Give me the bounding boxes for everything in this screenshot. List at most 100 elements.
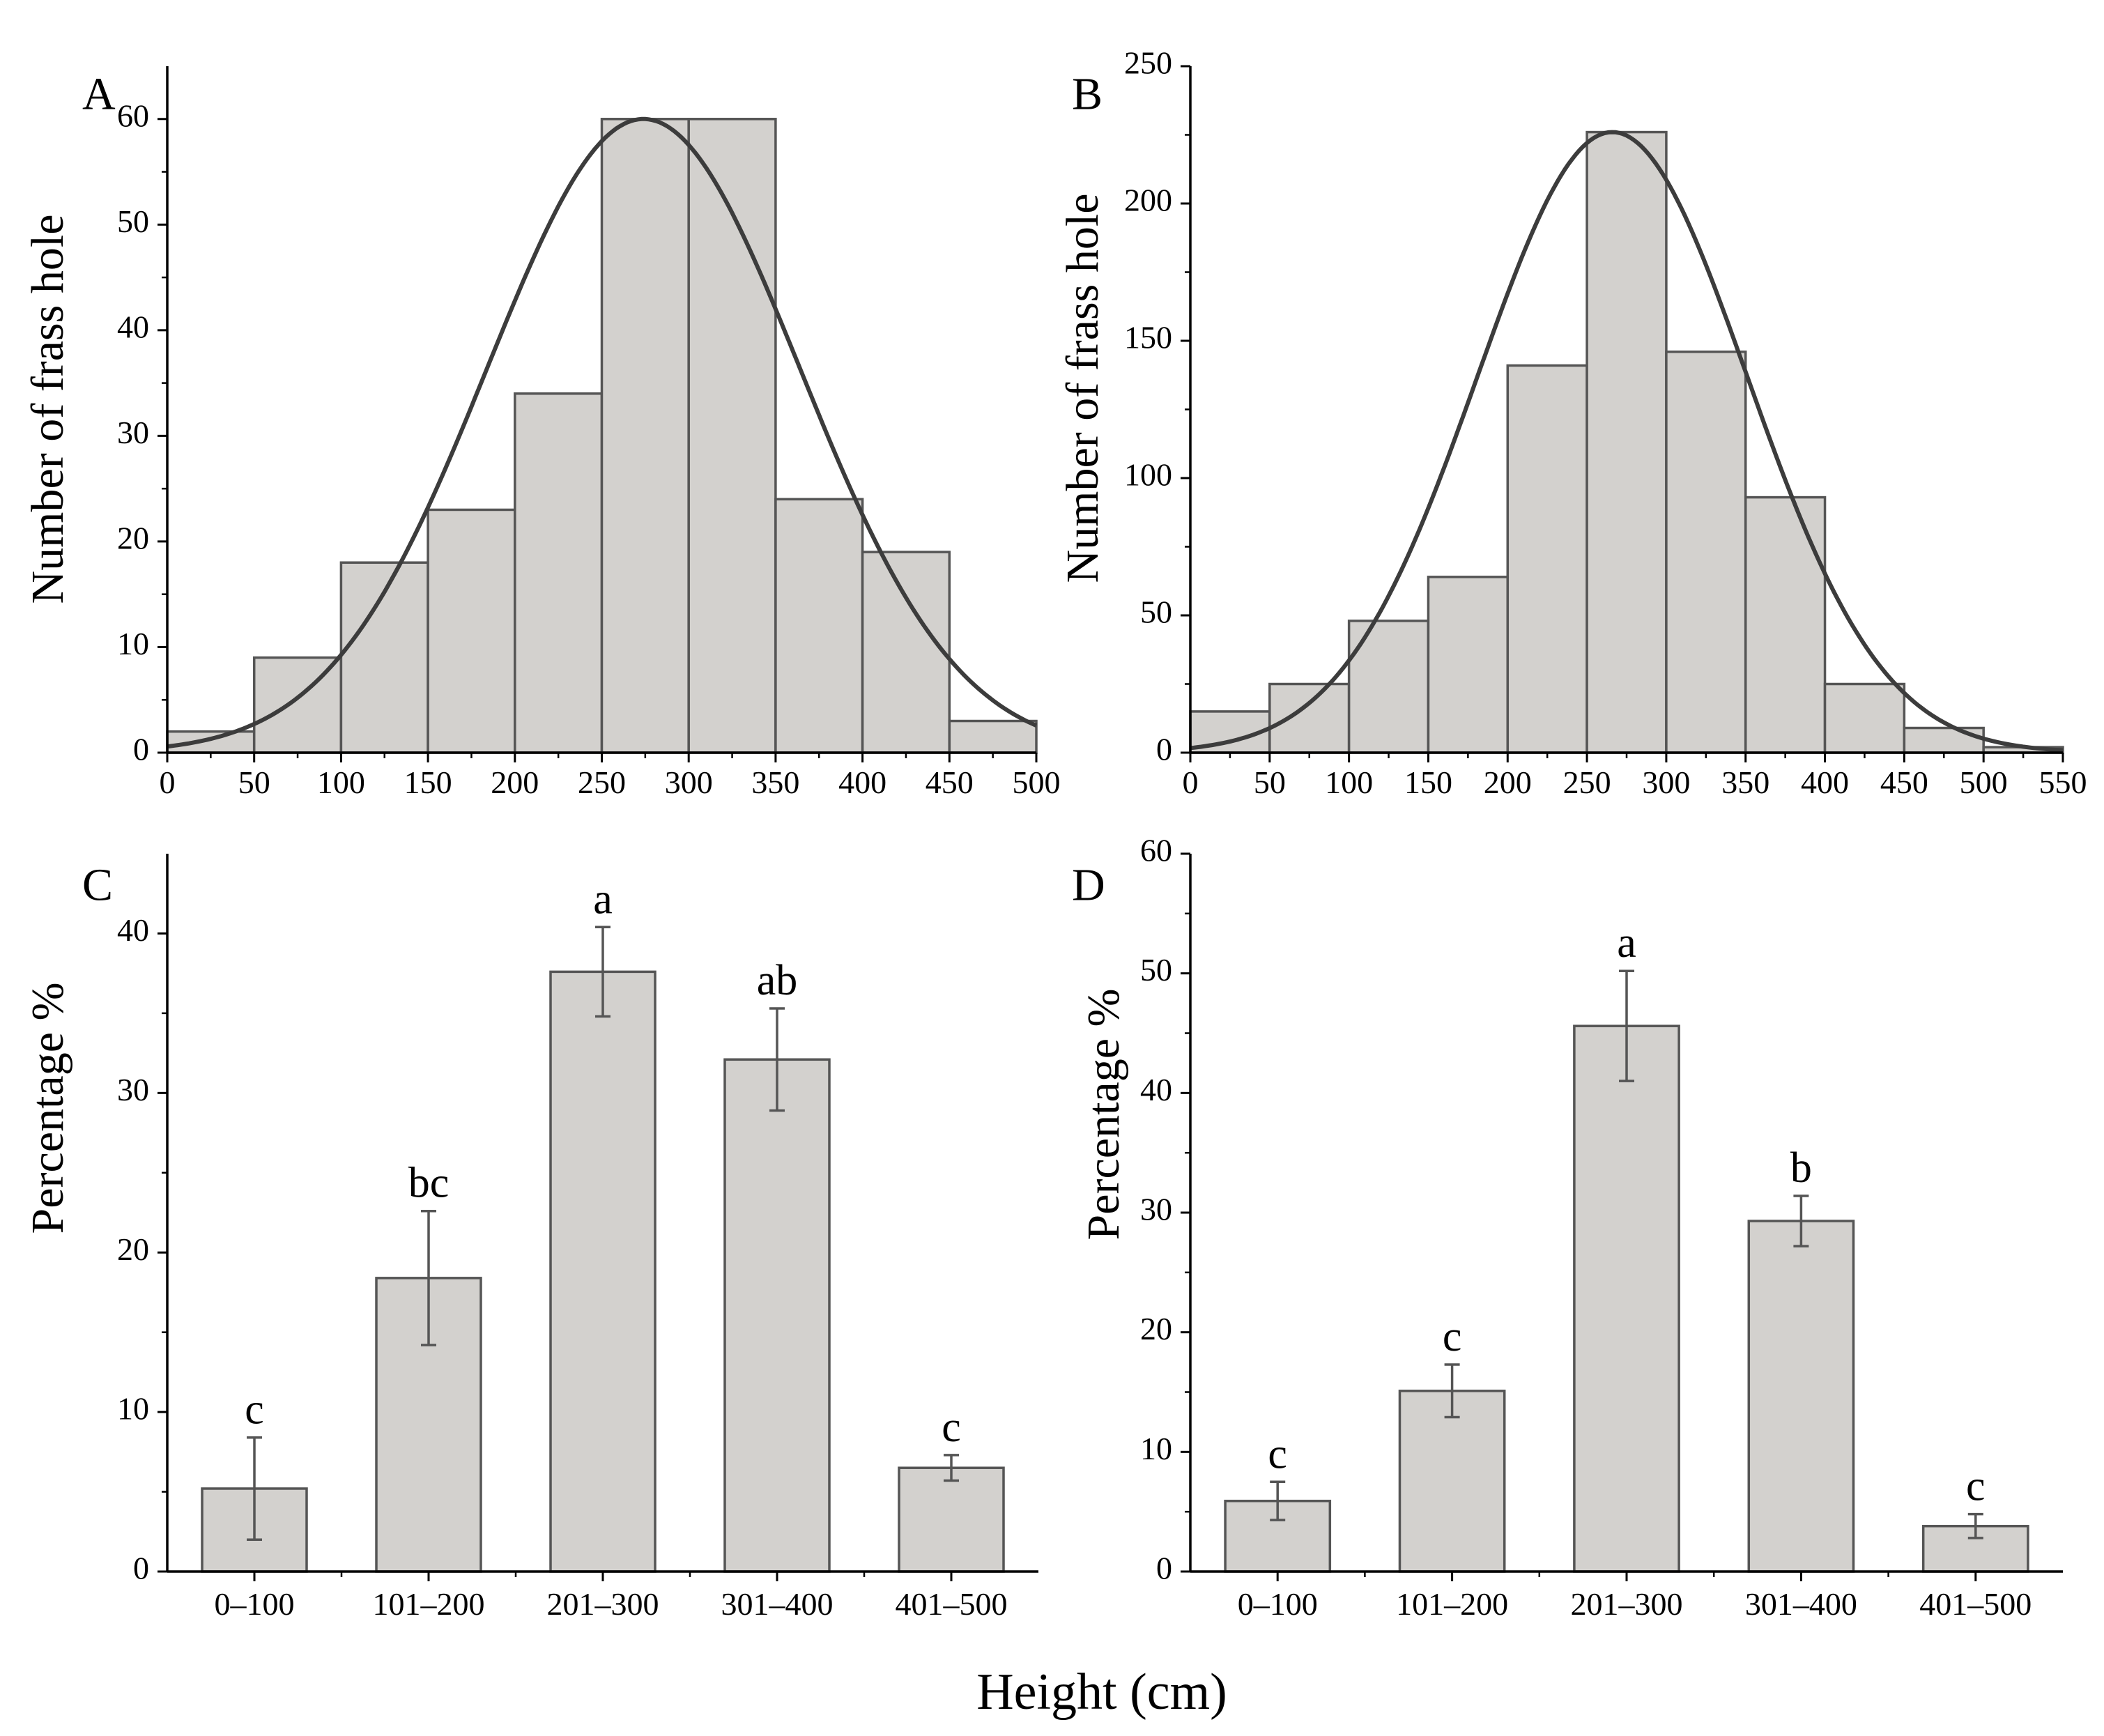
x-tick-label: 250 [578, 765, 626, 800]
normal-fit-curve [1190, 130, 2064, 753]
y-tick-label: 50 [1140, 952, 1172, 988]
x-tick-label: 301–400 [1745, 1586, 1857, 1622]
y-tick-label: 40 [1140, 1072, 1172, 1107]
x-tick-label: 450 [926, 765, 974, 800]
significance-letter: c [1966, 1463, 1986, 1510]
panel-letter: A [82, 68, 116, 119]
x-tick-label: 50 [238, 765, 270, 800]
y-axis-label: Percentage % [1078, 989, 1129, 1240]
y-tick-label: 60 [1140, 833, 1172, 868]
shared-x-axis-label: Height (cm) [976, 1664, 1227, 1721]
y-tick-label: 30 [117, 1072, 149, 1107]
panel-letter: D [1072, 859, 1105, 910]
x-tick-label: 0 [1183, 765, 1199, 800]
x-tick-label: 0–100 [215, 1586, 295, 1622]
significance-letter: b [1790, 1144, 1812, 1192]
x-tick-label: 201–300 [1571, 1586, 1683, 1622]
x-tick-label: 101–200 [373, 1586, 485, 1622]
histogram-bar [1268, 682, 1351, 754]
x-tick-label: 150 [404, 765, 452, 800]
y-axis-label: Number of frass hole [22, 214, 73, 604]
significance-letter: a [1617, 919, 1636, 967]
y-tick-label: 0 [1156, 1551, 1172, 1586]
bar [723, 1058, 831, 1573]
y-tick-label: 30 [1140, 1192, 1172, 1227]
histogram-bar [861, 551, 951, 754]
histogram-bar [1506, 364, 1588, 754]
y-tick-label: 30 [117, 415, 149, 450]
y-tick-label: 40 [117, 309, 149, 344]
histogram-bar [1903, 726, 1985, 754]
panel-letter: C [82, 859, 113, 910]
histogram-bar [514, 392, 604, 754]
y-tick-label: 0 [133, 1551, 149, 1586]
normal-fit-curve [167, 116, 1038, 749]
bar [898, 1466, 1005, 1573]
x-tick-label: 300 [665, 765, 713, 800]
y-tick-label: 10 [117, 1391, 149, 1427]
x-tick-label: 400 [1801, 765, 1849, 800]
y-tick-label: 200 [1124, 183, 1172, 218]
histogram-bar [1665, 351, 1747, 754]
significance-letter: c [245, 1386, 264, 1434]
y-tick-label: 0 [133, 732, 149, 767]
significance-letter: ab [757, 957, 798, 1004]
y-tick-label: 250 [1124, 45, 1172, 81]
y-tick-label: 40 [117, 912, 149, 948]
histogram-bar [427, 508, 516, 754]
x-tick-label: 50 [1254, 765, 1286, 800]
y-tick-label: 10 [1140, 1431, 1172, 1466]
x-tick-label: 450 [1880, 765, 1928, 800]
bar [1747, 1220, 1855, 1573]
x-tick-label: 401–500 [896, 1586, 1008, 1622]
x-tick-label: 350 [1721, 765, 1769, 800]
histogram-bar [1347, 620, 1430, 754]
x-tick-label: 100 [1325, 765, 1373, 800]
histogram-bar [1427, 576, 1510, 754]
x-tick-label: 101–200 [1396, 1586, 1508, 1622]
y-tick-label: 20 [117, 520, 149, 555]
x-tick-label: 250 [1563, 765, 1611, 800]
significance-letter: bc [408, 1160, 450, 1207]
y-axis-label: Percentage % [22, 983, 73, 1234]
histogram-bar [687, 118, 777, 754]
histogram-bar [166, 730, 256, 754]
y-tick-label: 60 [117, 98, 149, 133]
x-tick-label: 0 [160, 765, 176, 800]
bar [549, 970, 656, 1573]
x-tick-label: 200 [1484, 765, 1532, 800]
x-tick-label: 400 [838, 765, 886, 800]
x-tick-label: 500 [1960, 765, 2008, 800]
x-tick-label: 150 [1404, 765, 1452, 800]
x-tick-label: 200 [491, 765, 539, 800]
significance-letter: c [942, 1404, 961, 1451]
significance-letter: c [1443, 1313, 1462, 1360]
x-tick-label: 500 [1013, 765, 1061, 800]
panel-b-histogram: B Number of frass hole 0 50 100 150 200 250 300 3… [1057, 45, 2087, 800]
y-tick-label: 0 [1156, 732, 1172, 767]
histogram-bar [1585, 130, 1668, 754]
x-tick-label: 401–500 [1919, 1586, 2032, 1622]
histogram-bar [774, 498, 864, 754]
histogram-bar [1823, 682, 1906, 754]
x-tick-label: 0–100 [1238, 1586, 1318, 1622]
histogram-bar [600, 118, 690, 754]
y-tick-label: 20 [1140, 1311, 1172, 1346]
y-tick-label: 150 [1124, 320, 1172, 355]
panel-d-bar-chart: D Percentage % c 0–100 c 101–200 a 201–300 b 301–… [1072, 833, 2063, 1622]
y-tick-label: 20 [117, 1231, 149, 1267]
x-tick-label: 201–300 [547, 1586, 659, 1622]
y-axis-label: Number of frass hole [1057, 193, 1108, 583]
histogram-bar [1744, 496, 1827, 754]
y-tick-label: 50 [117, 203, 149, 239]
panel-letter: B [1072, 68, 1103, 119]
y-tick-label: 50 [1140, 594, 1172, 630]
significance-letter: c [1268, 1430, 1287, 1477]
histogram-bar [948, 719, 1038, 754]
y-tick-label: 10 [117, 626, 149, 661]
x-tick-label: 301–400 [721, 1586, 834, 1622]
bar [1573, 1024, 1680, 1573]
bar [1398, 1390, 1506, 1573]
